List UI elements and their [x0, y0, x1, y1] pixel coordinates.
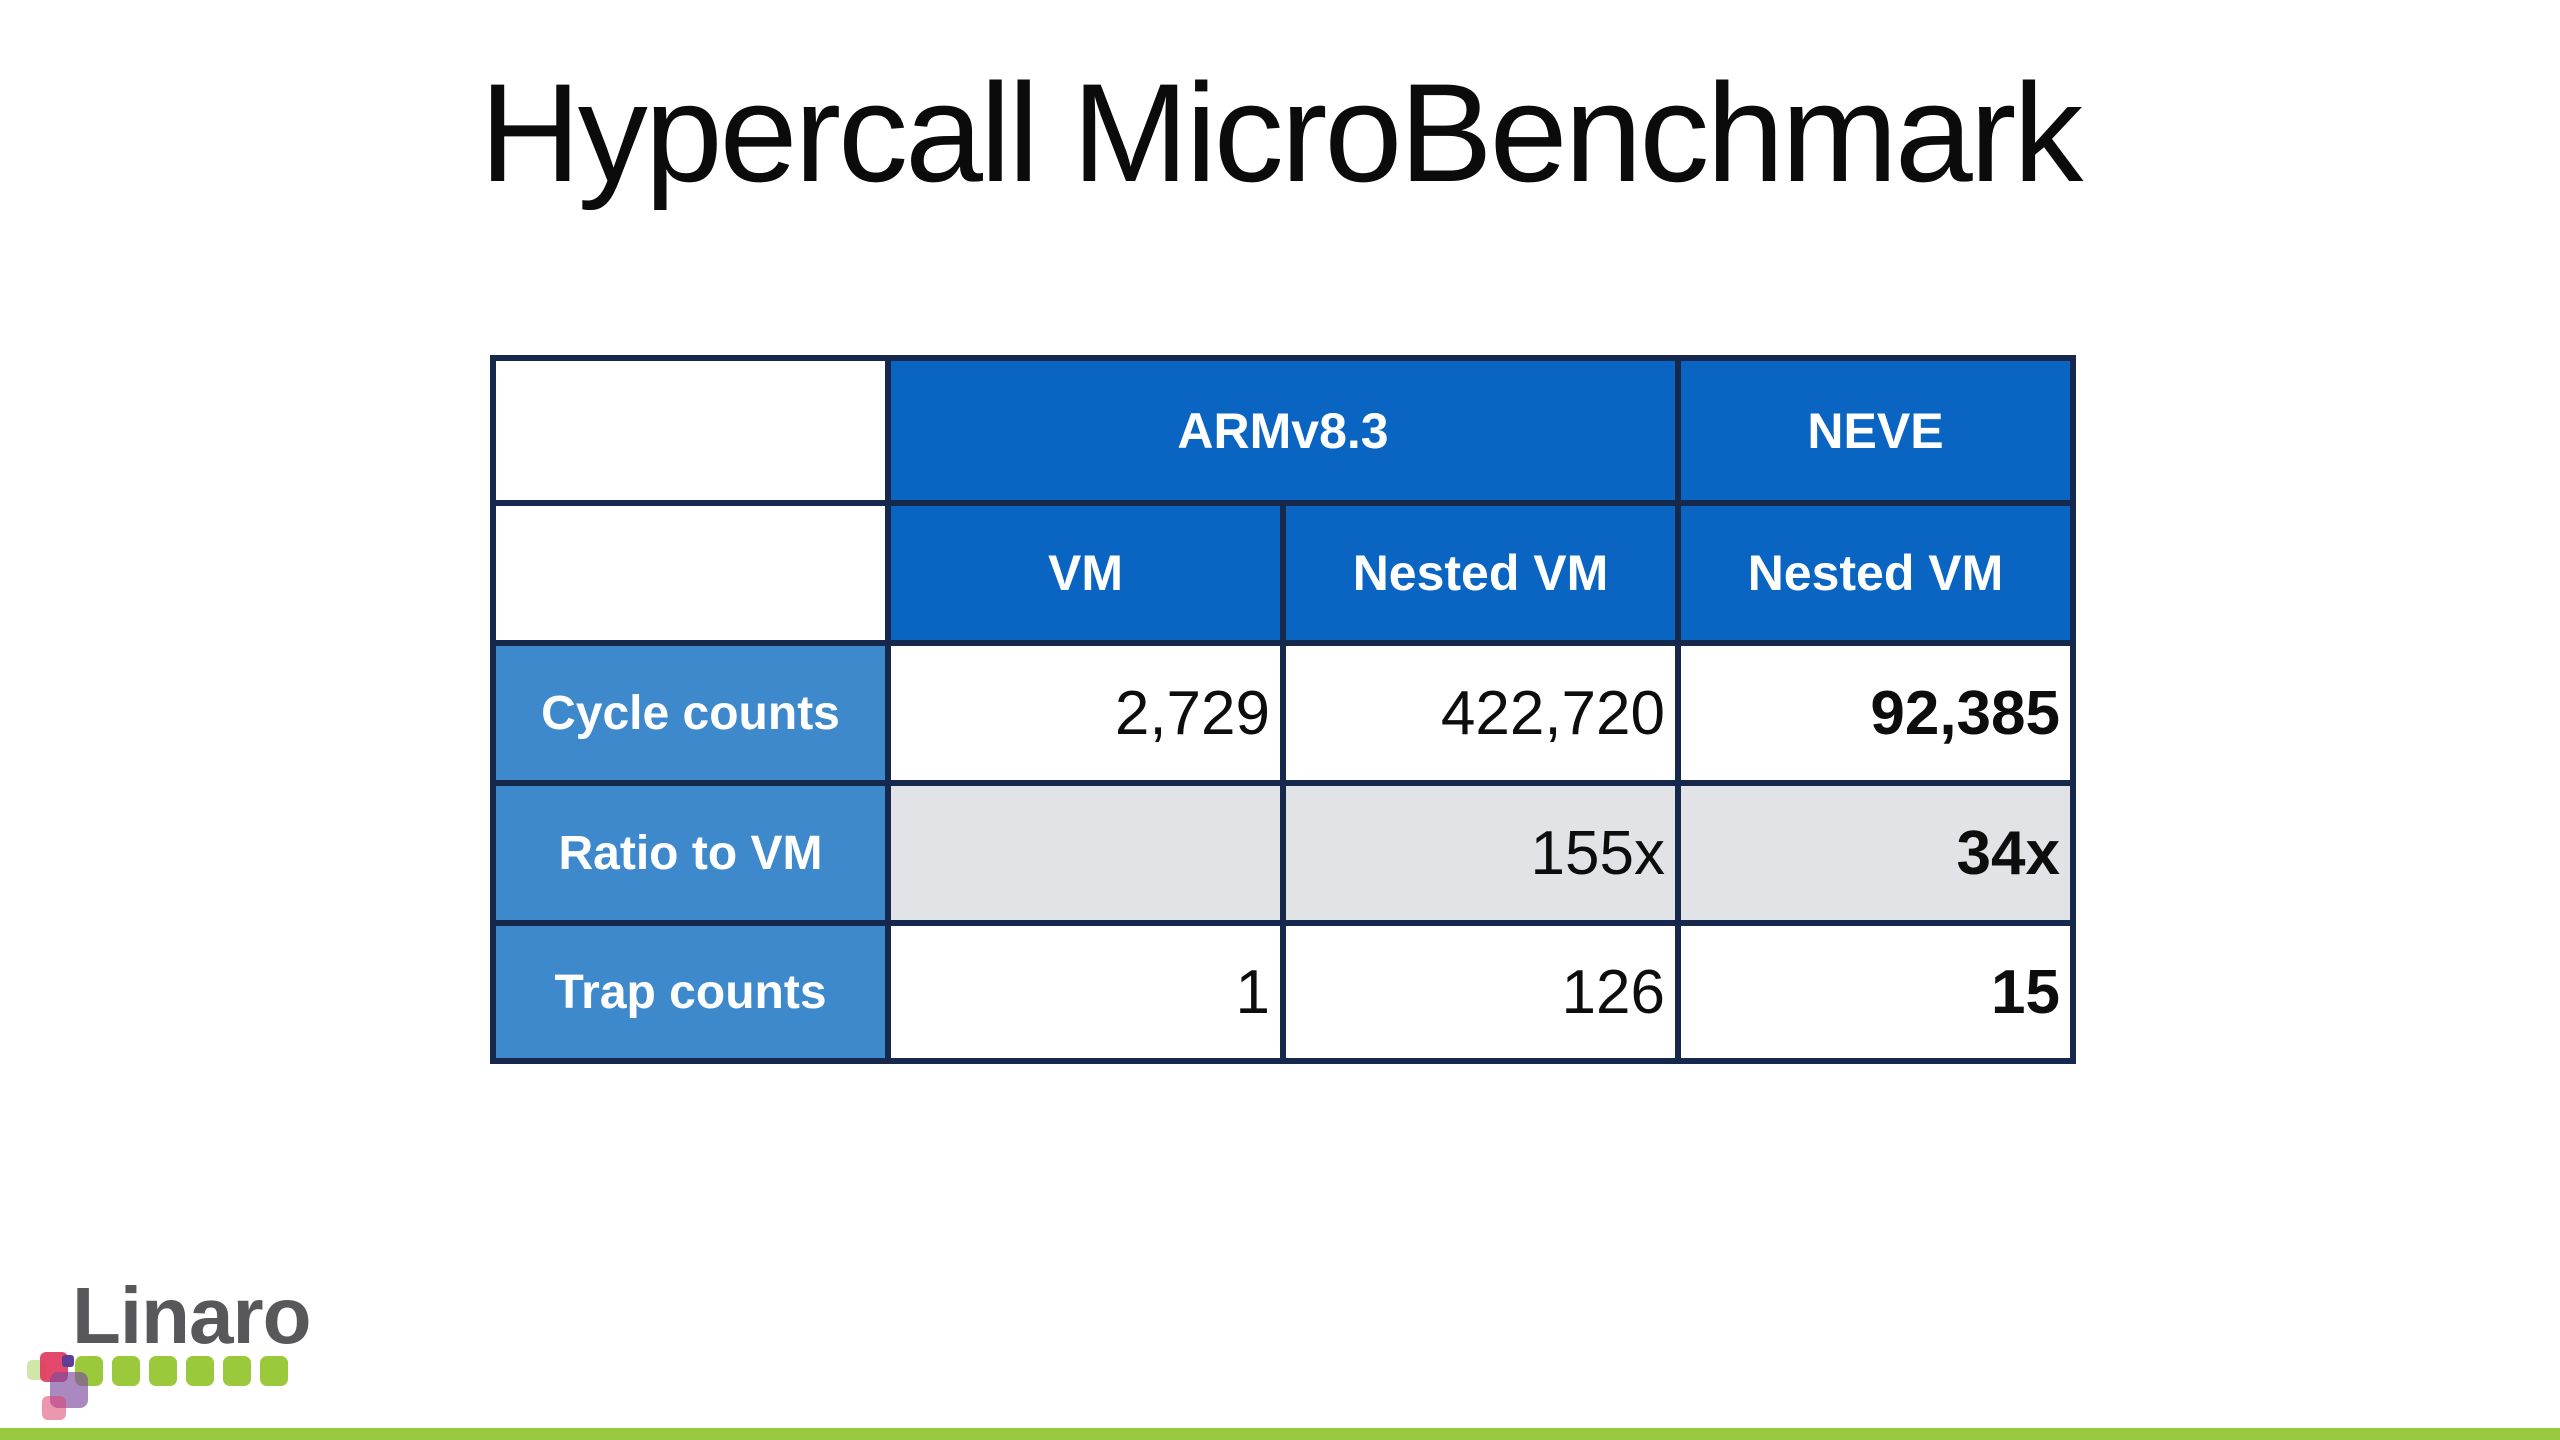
empty-corner-cell	[490, 355, 891, 506]
table-row-headers: VM Nested VM Nested VM	[490, 500, 2076, 646]
logo-small-purple-square-icon	[62, 1355, 74, 1367]
column-header-neve-nested-vm: Nested VM	[1675, 500, 2076, 646]
logo-pink-square-icon	[42, 1396, 66, 1420]
data-cell-neve: 92,385	[1675, 640, 2076, 786]
data-cell: 1	[885, 920, 1286, 1064]
data-cell: 2,729	[885, 640, 1286, 786]
slide-title: Hypercall MicroBenchmark	[479, 54, 2084, 211]
column-header-nested-vm: Nested VM	[1280, 500, 1681, 646]
empty-corner-cell	[490, 500, 891, 646]
linaro-wordmark: Linaro	[72, 1271, 311, 1360]
footer-bar	[0, 1428, 2560, 1440]
logo-green-square-icon	[186, 1356, 214, 1386]
row-header-trap-counts: Trap counts	[490, 920, 891, 1064]
column-group-header-armv83: ARMv8.3	[885, 355, 1681, 506]
logo-green-square-icon	[260, 1356, 288, 1386]
table-row-trap-counts: Trap counts 1 126 15	[490, 920, 2076, 1064]
benchmark-table: ARMv8.3 NEVE VM Nested VM Nested VM Cycl…	[490, 355, 2076, 1064]
data-cell: 126	[1280, 920, 1681, 1064]
table-row-groups: ARMv8.3 NEVE	[490, 355, 2076, 506]
row-header-ratio-to-vm: Ratio to VM	[490, 780, 891, 926]
column-header-vm: VM	[885, 500, 1286, 646]
table-row-ratio-to-vm: Ratio to VM 155x 34x	[490, 780, 2076, 926]
linaro-logo: Linaro	[0, 1270, 400, 1430]
data-cell: 155x	[1280, 780, 1681, 926]
logo-green-square-icon	[112, 1356, 140, 1386]
logo-green-square-icon	[149, 1356, 177, 1386]
data-cell-neve: 34x	[1675, 780, 2076, 926]
data-cell: 422,720	[1280, 640, 1681, 786]
logo-green-square-icon	[223, 1356, 251, 1386]
data-cell-empty	[885, 780, 1286, 926]
column-group-header-neve: NEVE	[1675, 355, 2076, 506]
data-cell-neve: 15	[1675, 920, 2076, 1064]
row-header-cycle-counts: Cycle counts	[490, 640, 891, 786]
table-row-cycle-counts: Cycle counts 2,729 422,720 92,385	[490, 640, 2076, 786]
